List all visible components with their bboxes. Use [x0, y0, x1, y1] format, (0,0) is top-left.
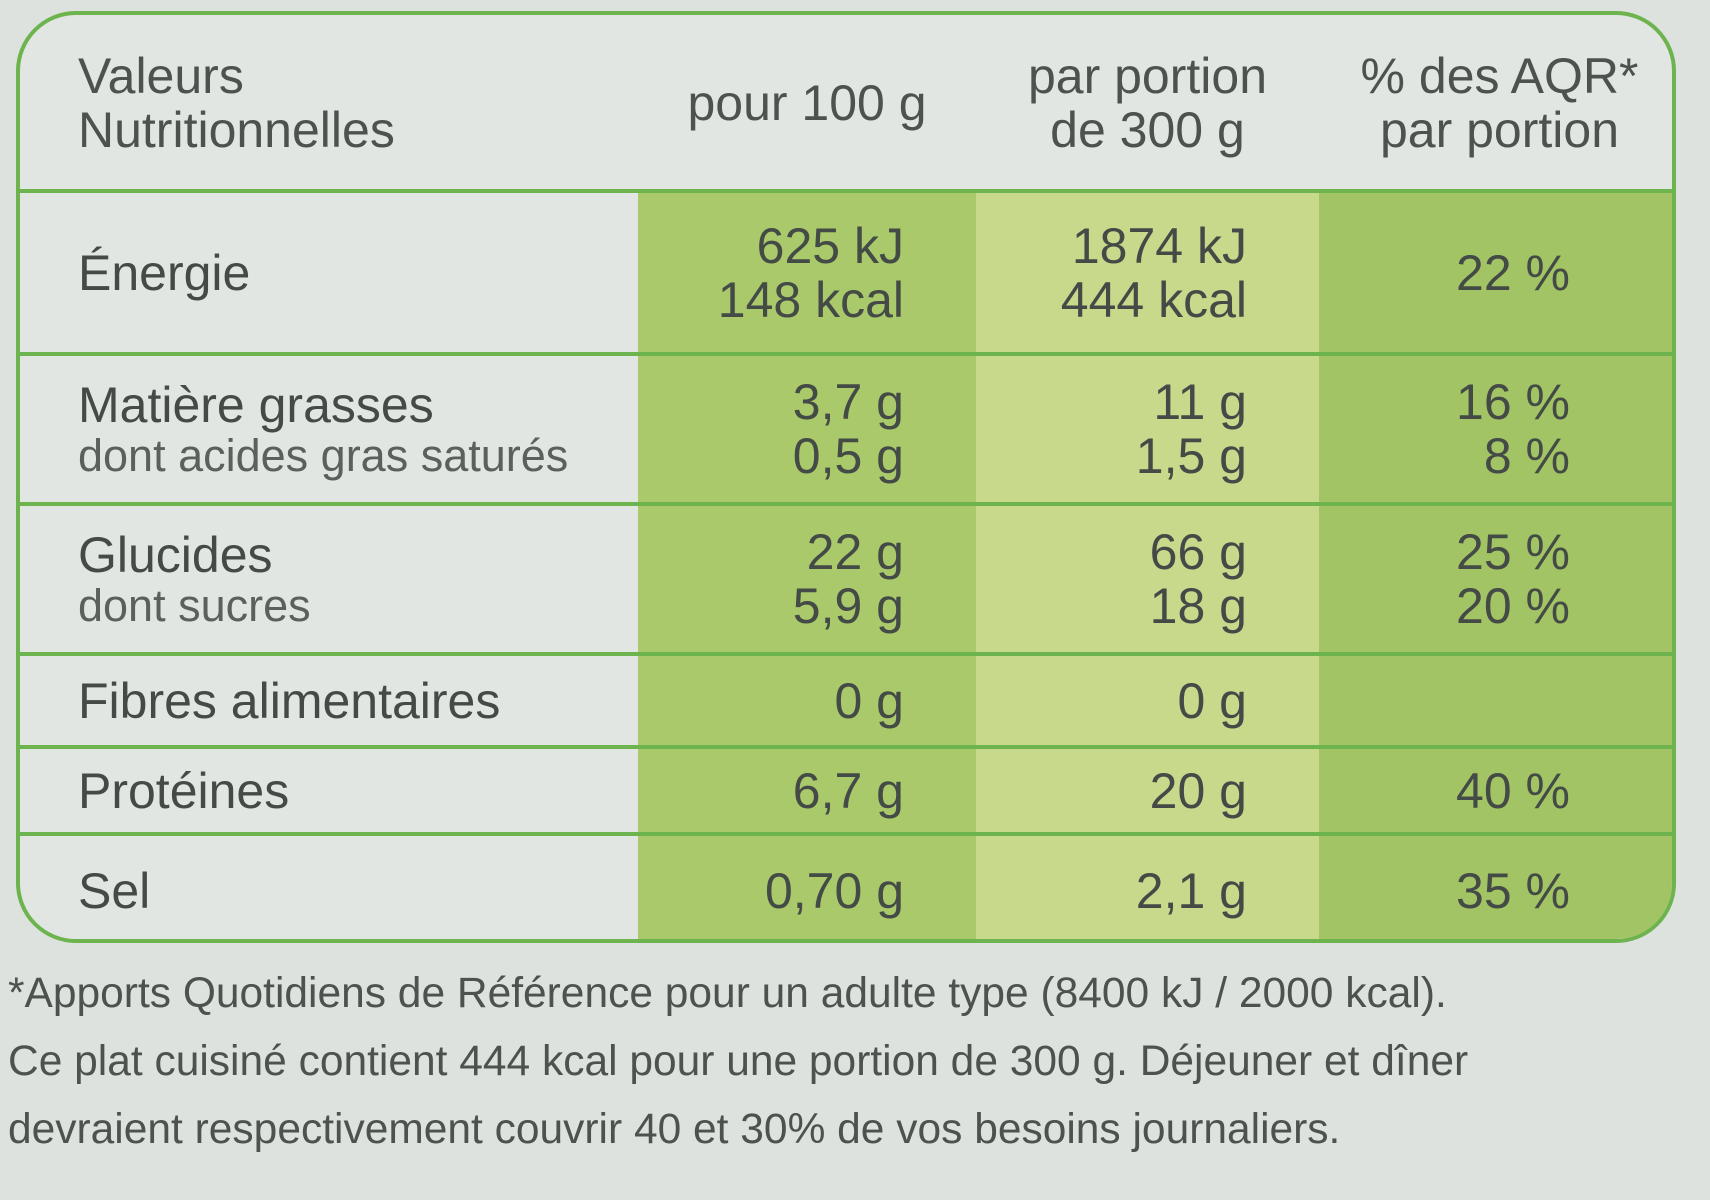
value-cell: 20 g [976, 747, 1319, 834]
value: 0 g [1177, 672, 1247, 729]
row-label: Matière grasses dont acides gras saturés [78, 354, 638, 504]
sub-label: dont acides gras saturés [78, 429, 569, 481]
main-label: Énergie [78, 244, 251, 301]
value: 0,70 g [764, 862, 904, 919]
value: 25 % [1456, 524, 1570, 580]
header-line: Valeurs [78, 48, 244, 104]
value: 2,1 g [1135, 862, 1247, 919]
value: 3,7 g [792, 374, 904, 430]
value-cell: 66 g 18 g [976, 504, 1319, 654]
value: 1,5 g [1135, 428, 1247, 484]
footnote-line: *Apports Quotidiens de Référence pour un… [8, 970, 1447, 1017]
header-line: Nutritionnelles [78, 102, 395, 158]
value-cell: 2,1 g [976, 834, 1319, 939]
value: 35 % [1456, 862, 1570, 919]
row-divider [20, 189, 1672, 193]
header-title: Valeurs Nutritionnelles [78, 15, 638, 191]
value-cell: 22 % [1319, 191, 1672, 354]
value-cell: 0 g [976, 654, 1319, 747]
value: 22 g [806, 524, 904, 580]
value: 40 % [1456, 762, 1570, 819]
row-label: Glucides dont sucres [78, 504, 638, 654]
value-cell: 40 % [1319, 747, 1672, 834]
value-cell: 16 % 8 % [1319, 354, 1672, 504]
row-divider [20, 745, 1672, 749]
value-cell: 1874 kJ 444 kcal [976, 191, 1319, 354]
column-bg [976, 191, 1319, 939]
value-cell: 11 g 1,5 g [976, 354, 1319, 504]
sub-label: dont sucres [78, 579, 311, 631]
value-cell: 0 g [638, 654, 976, 747]
main-label: Fibres alimentaires [78, 672, 501, 729]
footnote: *Apports Quotidiens de Référence pour un… [8, 960, 1468, 1164]
column-bg [1319, 191, 1672, 939]
main-label: Sel [78, 862, 151, 919]
header-cell: % des AQR* par portion [1319, 15, 1672, 191]
value-cell: 3,7 g 0,5 g [638, 354, 976, 504]
header-cell: pour 100 g [638, 15, 976, 191]
footnote-line: devraient respectivement couvrir 40 et 3… [8, 1106, 1341, 1153]
row-divider [20, 502, 1672, 506]
row-divider [20, 352, 1672, 356]
value: 0 g [834, 672, 904, 729]
value: 16 % [1456, 374, 1570, 430]
value: 11 g [1153, 374, 1247, 430]
column-bg [638, 191, 976, 939]
value: 0,5 g [792, 428, 904, 484]
main-label: Matière grasses [78, 376, 434, 433]
row-label: Fibres alimentaires [78, 654, 638, 747]
header-line: par portion [1027, 48, 1268, 104]
value-cell [1319, 654, 1672, 747]
row-label: Sel [78, 834, 638, 939]
row-divider [20, 832, 1672, 836]
main-label: Glucides [78, 526, 273, 583]
value: 1874 kJ [1071, 217, 1247, 274]
value: 20 % [1456, 578, 1570, 634]
value-cell: 35 % [1319, 834, 1672, 939]
footnote-line: Ce plat cuisiné contient 444 kcal pour u… [8, 1038, 1469, 1085]
row-label: Énergie [78, 191, 638, 354]
header-line: pour 100 g [687, 75, 927, 131]
row-divider [20, 652, 1672, 656]
value: 20 g [1149, 762, 1247, 819]
header-line: par portion [1379, 102, 1620, 158]
value-cell: 625 kJ 148 kcal [638, 191, 976, 354]
header-cell: par portion de 300 g [976, 15, 1319, 191]
value: 66 g [1149, 524, 1247, 580]
value: 444 kcal [1060, 271, 1247, 328]
main-label: Protéines [78, 762, 290, 819]
value: 6,7 g [792, 762, 904, 819]
value-cell: 0,70 g [638, 834, 976, 939]
value: 148 kcal [717, 271, 904, 328]
value: 625 kJ [756, 217, 904, 274]
value: 18 g [1149, 578, 1247, 634]
row-label: Protéines [78, 747, 638, 834]
value: 5,9 g [792, 578, 904, 634]
header-line: de 300 g [1050, 102, 1245, 158]
value-cell: 25 % 20 % [1319, 504, 1672, 654]
nutrition-table: Valeurs Nutritionnelles pour 100 g par port… [16, 11, 1676, 943]
header-line: % des AQR* [1360, 48, 1639, 104]
value: 22 % [1456, 244, 1570, 301]
value: 8 % [1483, 428, 1570, 484]
value-cell: 6,7 g [638, 747, 976, 834]
value-cell: 22 g 5,9 g [638, 504, 976, 654]
